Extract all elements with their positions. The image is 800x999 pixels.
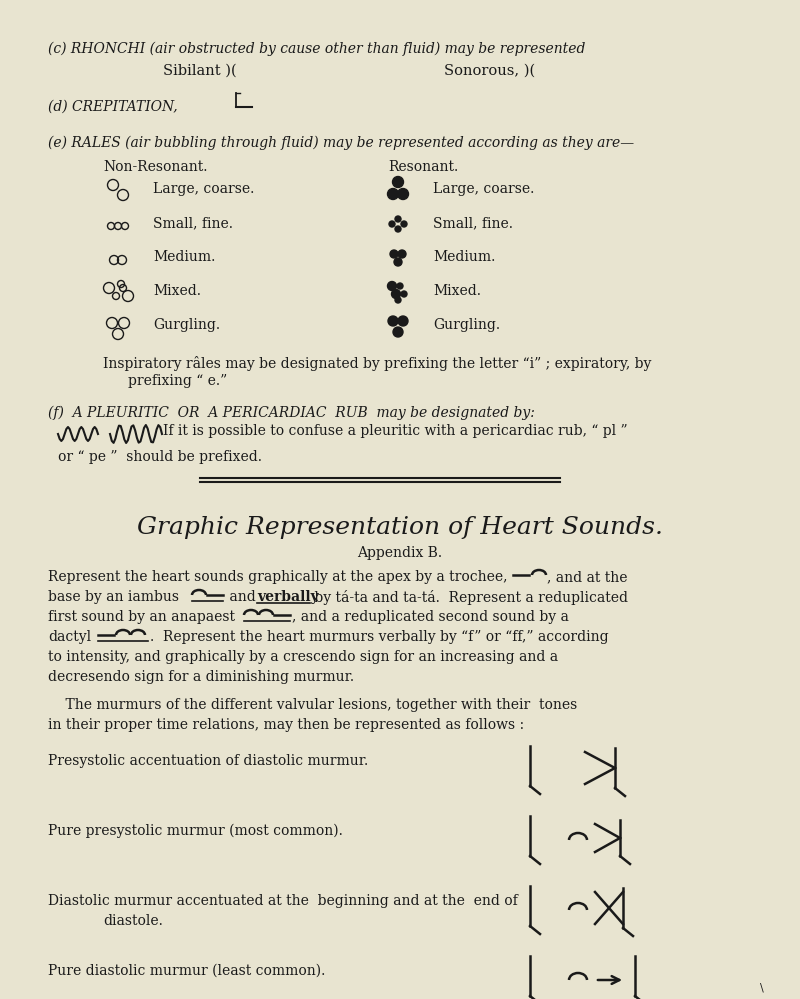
Text: Resonant.: Resonant. (388, 160, 458, 174)
Circle shape (401, 221, 407, 227)
Text: prefixing “ e.”: prefixing “ e.” (128, 374, 227, 388)
Text: Non-Resonant.: Non-Resonant. (103, 160, 207, 174)
Text: Medium.: Medium. (433, 250, 495, 264)
Circle shape (394, 258, 402, 266)
Text: Pure diastolic murmur (least common).: Pure diastolic murmur (least common). (48, 964, 326, 978)
Text: Medium.: Medium. (153, 250, 215, 264)
Circle shape (395, 226, 401, 232)
Text: If it is possible to confuse a pleuritic with a pericardiac rub, “ pl ”: If it is possible to confuse a pleuritic… (163, 424, 628, 438)
Text: Diastolic murmur accentuated at the  beginning and at the  end of: Diastolic murmur accentuated at the begi… (48, 894, 518, 908)
Circle shape (398, 316, 408, 326)
Text: diastole.: diastole. (103, 914, 163, 928)
Circle shape (393, 327, 403, 337)
Text: Mixed.: Mixed. (153, 284, 201, 298)
Circle shape (395, 216, 401, 222)
Text: and: and (225, 590, 260, 604)
Text: Sibilant )(: Sibilant )( (163, 64, 237, 78)
Circle shape (391, 290, 401, 299)
Text: , and a reduplicated second sound by a: , and a reduplicated second sound by a (292, 610, 569, 624)
Circle shape (398, 189, 409, 200)
Text: by tá-ta and ta-tá.  Represent a reduplicated: by tá-ta and ta-tá. Represent a reduplic… (310, 590, 628, 605)
Text: (c) RHONCHI (air obstructed by cause other than fluid) may be represented: (c) RHONCHI (air obstructed by cause oth… (48, 42, 586, 56)
Text: Appendix B.: Appendix B. (358, 546, 442, 560)
Circle shape (389, 221, 395, 227)
Text: Small, fine.: Small, fine. (433, 216, 513, 230)
Circle shape (397, 283, 403, 289)
Text: Gurgling.: Gurgling. (433, 318, 500, 332)
Text: Mixed.: Mixed. (433, 284, 481, 298)
Text: .  Represent the heart murmurs verbally by “f” or “ff,” according: . Represent the heart murmurs verbally b… (150, 630, 609, 644)
Circle shape (393, 177, 403, 188)
Text: \: \ (760, 982, 764, 992)
Text: (d) CREPITATION,: (d) CREPITATION, (48, 100, 178, 114)
Circle shape (387, 189, 398, 200)
Circle shape (398, 250, 406, 258)
Text: or “ pe ”  should be prefixed.: or “ pe ” should be prefixed. (58, 450, 262, 464)
Text: first sound by an anapaest: first sound by an anapaest (48, 610, 235, 624)
Circle shape (387, 282, 397, 291)
Text: to intensity, and graphically by a crescendo sign for an increasing and a: to intensity, and graphically by a cresc… (48, 650, 558, 664)
Text: Large, coarse.: Large, coarse. (153, 182, 254, 196)
Text: , and at the: , and at the (547, 570, 627, 584)
Text: Large, coarse.: Large, coarse. (433, 182, 534, 196)
Text: (f)  A PLEURITIC  OR  A PERICARDIAC  RUB  may be designated by:: (f) A PLEURITIC OR A PERICARDIAC RUB may… (48, 406, 535, 421)
Text: verbally: verbally (257, 590, 318, 604)
Circle shape (390, 250, 398, 258)
Text: dactyl: dactyl (48, 630, 91, 644)
Text: Graphic Representation of Heart Sounds.: Graphic Representation of Heart Sounds. (137, 516, 663, 539)
Text: Inspiratory râles may be designated by prefixing the letter “i” ; expiratory, by: Inspiratory râles may be designated by p… (103, 356, 651, 371)
Text: decresendo sign for a diminishing murmur.: decresendo sign for a diminishing murmur… (48, 670, 354, 684)
Circle shape (401, 291, 407, 297)
Text: Pure presystolic murmur (most common).: Pure presystolic murmur (most common). (48, 824, 343, 838)
Text: Presystolic accentuation of diastolic murmur.: Presystolic accentuation of diastolic mu… (48, 754, 368, 768)
Text: base by an iambus: base by an iambus (48, 590, 179, 604)
Circle shape (395, 297, 401, 303)
Text: (e) RALES (air bubbling through fluid) may be represented according as they are—: (e) RALES (air bubbling through fluid) m… (48, 136, 634, 151)
Text: in their proper time relations, may then be represented as follows :: in their proper time relations, may then… (48, 718, 524, 732)
Text: Gurgling.: Gurgling. (153, 318, 220, 332)
Text: The murmurs of the different valvular lesions, together with their  tones: The murmurs of the different valvular le… (48, 698, 578, 712)
Text: Represent the heart sounds graphically at the apex by a trochee,: Represent the heart sounds graphically a… (48, 570, 507, 584)
Text: Small, fine.: Small, fine. (153, 216, 233, 230)
Text: Sonorous, )(: Sonorous, )( (445, 64, 535, 78)
Circle shape (388, 316, 398, 326)
